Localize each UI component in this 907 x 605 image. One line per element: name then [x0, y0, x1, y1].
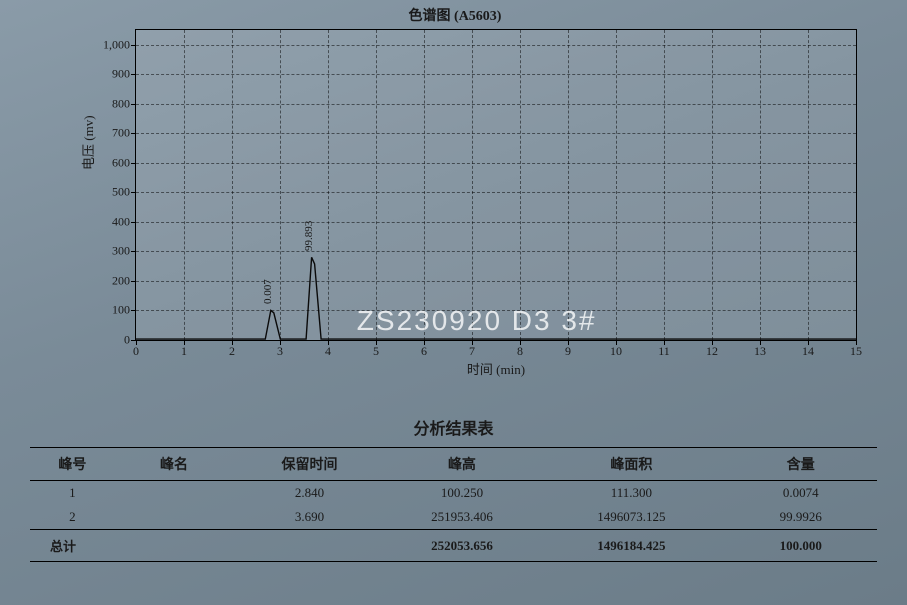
- xtick-label: 0: [133, 340, 139, 359]
- ytick-label: 500: [112, 185, 136, 200]
- ytick-label: 800: [112, 96, 136, 111]
- total-cell: 1496184.425: [538, 530, 724, 562]
- xtick-label: 7: [469, 340, 475, 359]
- gridline-v: [568, 30, 569, 340]
- column-header: 峰面积: [538, 448, 724, 481]
- table-cell: 0.0074: [725, 481, 878, 506]
- results-table: 峰号峰名保留时间峰高峰面积含量 1 2.840100.250111.3000.00…: [30, 447, 877, 562]
- xtick-label: 3: [277, 340, 283, 359]
- results-table-area: 分析结果表 峰号峰名保留时间峰高峰面积含量 1 2.840100.250111.3…: [30, 415, 877, 562]
- gridline-v: [616, 30, 617, 340]
- gridline-v: [856, 30, 857, 340]
- table-title: 分析结果表: [30, 415, 877, 439]
- total-row: 总计 252053.6561496184.425100.000: [30, 530, 877, 562]
- gridline-v: [472, 30, 473, 340]
- ytick-label: 100: [112, 303, 136, 318]
- xtick-label: 8: [517, 340, 523, 359]
- peak-label: 0.007: [262, 280, 274, 305]
- column-header: 含量: [725, 448, 878, 481]
- table-cell: 2.840: [233, 481, 385, 506]
- table-row: 1 2.840100.250111.3000.0074: [30, 481, 877, 506]
- gridline-h: [136, 74, 856, 75]
- column-header: 峰号: [30, 448, 115, 481]
- peak-label: 99.893: [303, 221, 315, 251]
- table-cell: 3.690: [233, 505, 385, 530]
- xtick-label: 4: [325, 340, 331, 359]
- xtick-label: 1: [181, 340, 187, 359]
- gridline-v: [328, 30, 329, 340]
- gridline-h: [136, 133, 856, 134]
- table-cell: 99.9926: [725, 505, 878, 530]
- gridline-h: [136, 251, 856, 252]
- column-header: 保留时间: [233, 448, 385, 481]
- xtick-label: 11: [658, 340, 670, 359]
- ytick-label: 900: [112, 67, 136, 82]
- ytick-label: 400: [112, 214, 136, 229]
- gridline-v: [808, 30, 809, 340]
- column-header: 峰高: [386, 448, 538, 481]
- xtick-label: 14: [802, 340, 814, 359]
- xtick-label: 13: [754, 340, 766, 359]
- gridline-v: [712, 30, 713, 340]
- table-cell: 1496073.125: [538, 505, 724, 530]
- total-cell: 252053.656: [386, 530, 538, 562]
- ytick-label: 200: [112, 273, 136, 288]
- table-cell: 2: [30, 505, 115, 530]
- chromatogram-chart: 色谱图 (A5603) 时间 (min) 0100200300400500600…: [40, 5, 870, 385]
- table-row: 2 3.690251953.4061496073.12599.9926: [30, 505, 877, 530]
- gridline-h: [136, 45, 856, 46]
- table-cell: 111.300: [538, 481, 724, 506]
- y-axis-label: 电压 (mv): [78, 115, 97, 170]
- chart-title: 色谱图 (A5603): [40, 5, 870, 25]
- xtick-label: 6: [421, 340, 427, 359]
- gridline-v: [232, 30, 233, 340]
- gridline-v: [760, 30, 761, 340]
- ytick-label: 300: [112, 244, 136, 259]
- table-cell: [115, 505, 234, 530]
- ytick-label: 600: [112, 155, 136, 170]
- table-cell: 251953.406: [386, 505, 538, 530]
- gridline-v: [664, 30, 665, 340]
- total-cell: 100.000: [725, 530, 878, 562]
- gridline-h: [136, 281, 856, 282]
- xtick-label: 10: [610, 340, 622, 359]
- table-cell: 1: [30, 481, 115, 506]
- plot-area: 时间 (min) 01002003004005006007008009001,0…: [135, 29, 857, 341]
- gridline-v: [376, 30, 377, 340]
- gridline-h: [136, 163, 856, 164]
- total-cell: [115, 530, 234, 562]
- gridline-v: [184, 30, 185, 340]
- total-label: 总计: [30, 530, 115, 562]
- xtick-label: 15: [850, 340, 862, 359]
- trace-line: [136, 30, 856, 340]
- column-header: 峰名: [115, 448, 234, 481]
- gridline-h: [136, 104, 856, 105]
- xtick-label: 9: [565, 340, 571, 359]
- ytick-label: 1,000: [103, 37, 136, 52]
- xtick-label: 12: [706, 340, 718, 359]
- watermark-text: ZS230920 D3 3#: [357, 305, 597, 337]
- total-cell: [233, 530, 385, 562]
- table-cell: 100.250: [386, 481, 538, 506]
- gridline-h: [136, 222, 856, 223]
- xtick-label: 2: [229, 340, 235, 359]
- table-cell: [115, 481, 234, 506]
- ytick-label: 700: [112, 126, 136, 141]
- gridline-v: [424, 30, 425, 340]
- xtick-label: 5: [373, 340, 379, 359]
- gridline-v: [520, 30, 521, 340]
- gridline-v: [280, 30, 281, 340]
- gridline-h: [136, 192, 856, 193]
- x-axis-label: 时间 (min): [467, 359, 525, 378]
